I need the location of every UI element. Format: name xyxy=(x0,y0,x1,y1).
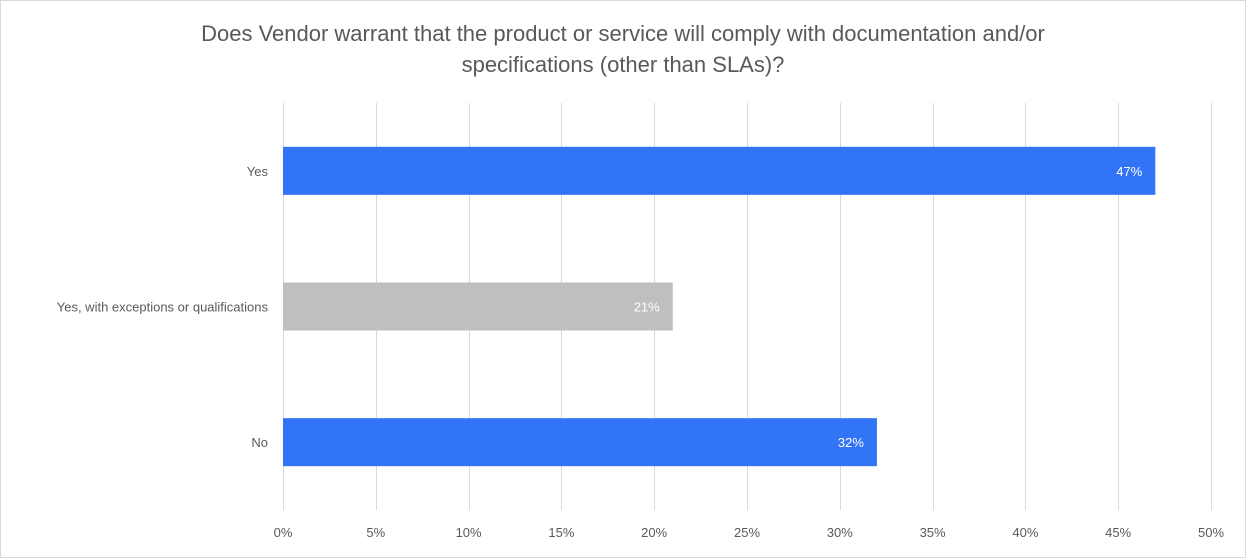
bars xyxy=(283,146,1156,467)
chart-title: Does Vendor warrant that the product or … xyxy=(0,18,1246,80)
x-tick-label-30: 30% xyxy=(827,525,853,540)
x-tick-label-50: 50% xyxy=(1198,525,1224,540)
x-tick-label-45: 45% xyxy=(1105,525,1131,540)
x-tick-label-5: 5% xyxy=(366,525,385,540)
bar-1 xyxy=(283,282,673,331)
x-tick-label-35: 35% xyxy=(920,525,946,540)
category-label-2: No xyxy=(251,435,268,450)
category-label-0: Yes xyxy=(247,164,269,179)
chart-title-line-2: specifications (other than SLAs)? xyxy=(461,52,785,77)
x-tick-label-40: 40% xyxy=(1012,525,1038,540)
data-labels: 47% 21% 32% xyxy=(634,164,1143,450)
data-label-0: 47% xyxy=(1116,164,1142,179)
bar-0 xyxy=(283,146,1156,195)
x-tick-label-15: 15% xyxy=(548,525,574,540)
x-tick-labels: 0% 5% 10% 15% 20% 25% 30% 35% 40% 45% 50% xyxy=(274,525,1225,540)
chart-title-line-1: Does Vendor warrant that the product or … xyxy=(201,21,1045,46)
data-label-2: 32% xyxy=(838,435,864,450)
category-labels: Yes Yes, with exceptions or qualification… xyxy=(57,164,269,450)
category-label-1: Yes, with exceptions or qualifications xyxy=(57,300,269,315)
x-tick-label-20: 20% xyxy=(641,525,667,540)
x-tick-label-25: 25% xyxy=(734,525,760,540)
data-label-1: 21% xyxy=(634,300,660,315)
bar-2 xyxy=(283,418,877,467)
x-tick-label-10: 10% xyxy=(456,525,482,540)
x-tick-label-0: 0% xyxy=(274,525,293,540)
